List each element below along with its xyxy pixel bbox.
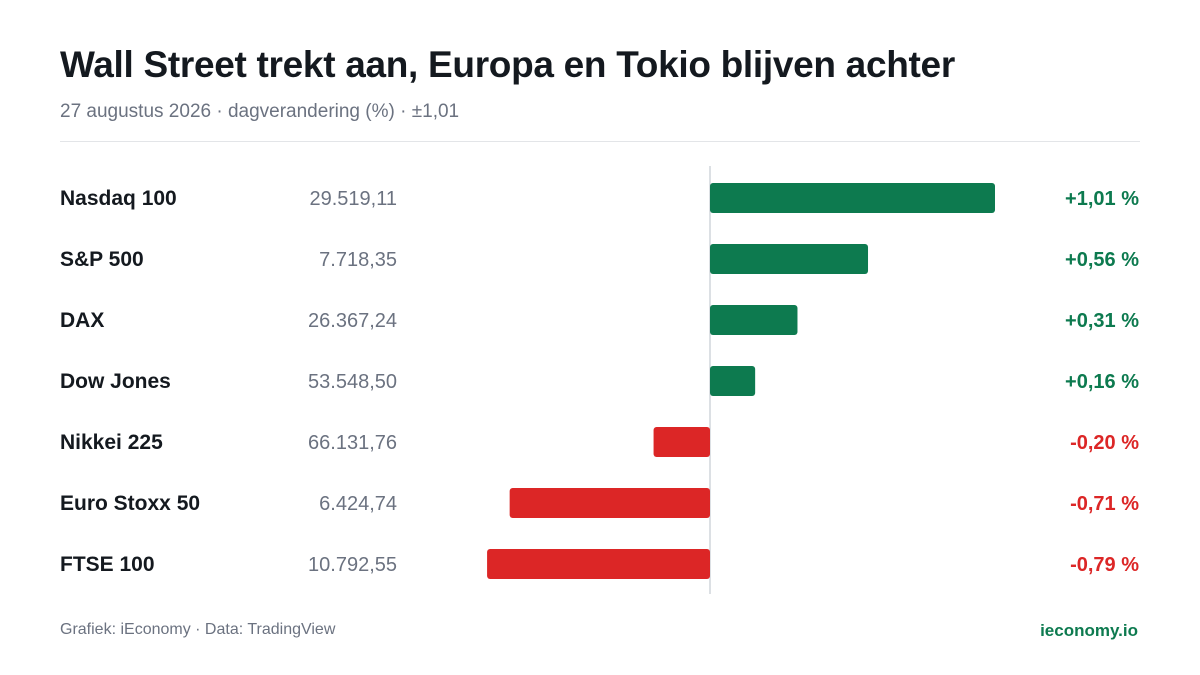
positive-change-bar <box>710 183 995 213</box>
chart-row: FTSE 100 10.792,55 -0,79 % <box>60 549 1139 579</box>
chart-rows: Nasdaq 100 29.519,11 +1,01 % S&P 500 7.718,3… <box>60 183 1139 579</box>
row-index-level: 7.718,35 <box>319 249 397 271</box>
row-index-level: 53.548,50 <box>308 371 397 393</box>
row-label: FTSE 100 <box>60 553 155 576</box>
row-index-level: 66.131,76 <box>308 432 397 454</box>
row-index-level: 29.519,11 <box>310 188 398 210</box>
row-index-level: 26.367,24 <box>308 310 397 332</box>
row-change-label: +0,31 % <box>1065 310 1139 332</box>
row-change-label: -0,79 % <box>1070 554 1139 576</box>
row-label: Nasdaq 100 <box>60 187 177 210</box>
chart-row: Dow Jones 53.548,50 +0,16 % <box>60 366 1139 396</box>
positive-change-bar <box>710 366 756 396</box>
row-label: Nikkei 225 <box>60 431 163 454</box>
row-index-level: 6.424,74 <box>319 493 397 515</box>
negative-change-bar <box>487 549 710 579</box>
header-divider <box>60 141 1140 142</box>
footer-credit: Grafiek: iEconomy · Data: TradingView <box>60 621 336 638</box>
chart-row: DAX 26.367,24 +0,31 % <box>60 305 1139 335</box>
row-change-label: -0,71 % <box>1070 493 1139 515</box>
positive-change-bar <box>710 244 869 274</box>
row-change-label: +1,01 % <box>1065 188 1139 210</box>
negative-change-bar <box>653 427 710 457</box>
chart-row: Nikkei 225 66.131,76 -0,20 % <box>60 427 1139 457</box>
row-change-label: -0,20 % <box>1070 432 1139 454</box>
chart-row: S&P 500 7.718,35 +0,56 % <box>60 244 1139 274</box>
negative-change-bar <box>509 488 710 518</box>
chart-title: Wall Street trekt aan, Europa en Tokio b… <box>60 44 955 85</box>
footer-brand-link[interactable]: ieconomy.io <box>1040 621 1138 640</box>
row-label: Euro Stoxx 50 <box>60 492 200 515</box>
row-change-label: +0,16 % <box>1065 371 1139 393</box>
row-label: S&P 500 <box>60 248 144 271</box>
row-label: Dow Jones <box>60 370 171 393</box>
row-index-level: 10.792,55 <box>308 554 397 576</box>
row-label: DAX <box>60 309 104 332</box>
chart-row: Euro Stoxx 50 6.424,74 -0,71 % <box>60 488 1139 518</box>
chart-subtitle: 27 augustus 2026 · dagverandering (%) · … <box>60 101 460 122</box>
row-change-label: +0,56 % <box>1065 249 1139 271</box>
positive-change-bar <box>710 305 798 335</box>
chart-row: Nasdaq 100 29.519,11 +1,01 % <box>60 183 1139 213</box>
